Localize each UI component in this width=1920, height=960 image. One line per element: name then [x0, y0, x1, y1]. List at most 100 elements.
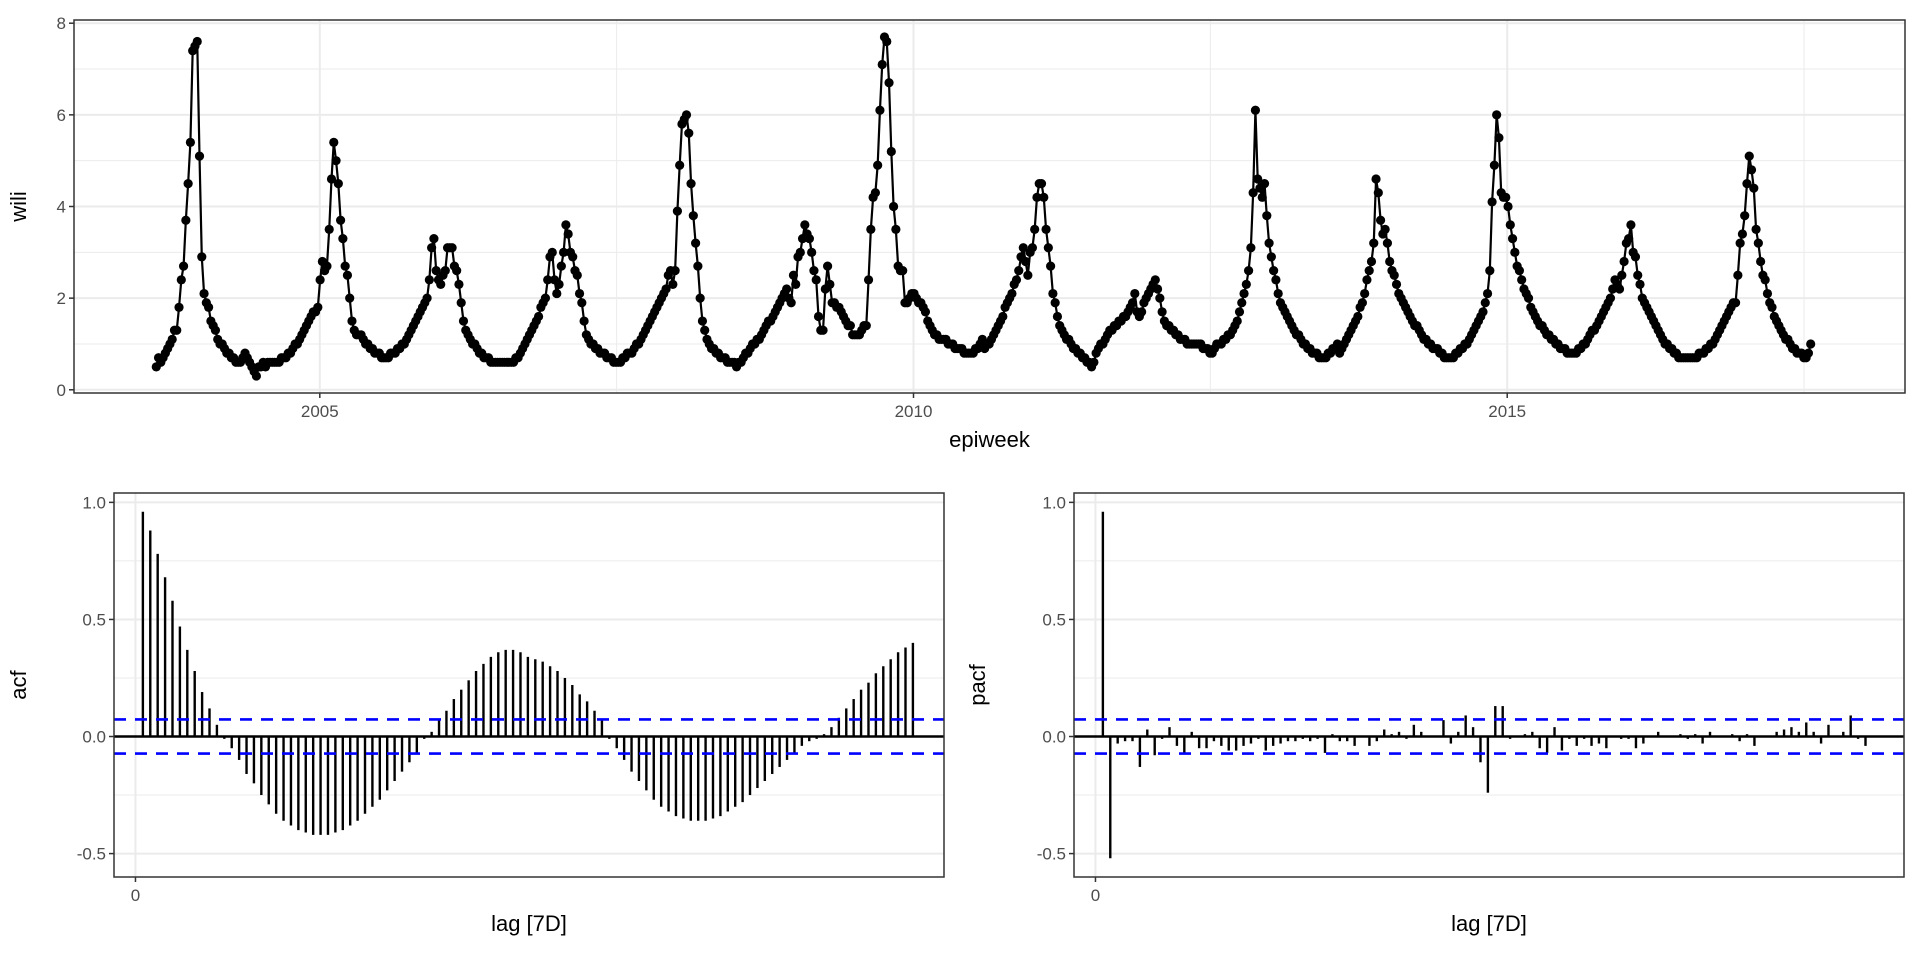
wili-point [1760, 275, 1770, 285]
wili-point [324, 224, 334, 235]
wili-point [572, 270, 582, 280]
wili-point [804, 233, 814, 244]
wili-point [1510, 247, 1520, 257]
y-tick-label: 1.0 [82, 493, 106, 512]
y-tick-label: 8 [57, 14, 66, 33]
wili-point [1366, 256, 1377, 267]
wili-point [898, 266, 908, 276]
wili-point [340, 261, 350, 271]
wili-point [1027, 243, 1038, 253]
wili-point [1157, 307, 1167, 317]
plot-border [1073, 492, 1905, 878]
wili-point [1234, 307, 1245, 317]
wili-point [1624, 233, 1634, 244]
wili-point [877, 59, 887, 70]
wili-point [424, 275, 434, 285]
wili-point [204, 302, 214, 312]
wili-point [1257, 192, 1267, 202]
wili-point [681, 110, 692, 120]
wili-point [251, 371, 261, 381]
wili-point [686, 178, 696, 189]
wili-point [1489, 160, 1499, 170]
wili-point [554, 279, 564, 289]
wili-point [811, 275, 821, 285]
wili-point [563, 229, 573, 239]
wili-point [1635, 279, 1645, 289]
wili-point [1744, 151, 1754, 161]
wili-point [345, 293, 355, 303]
wili-point [691, 238, 701, 248]
wili-point [315, 275, 325, 285]
x-tick-label: 0 [1091, 886, 1100, 905]
wili-point [813, 311, 824, 322]
wili-point [447, 243, 457, 253]
wili-point [1619, 256, 1629, 267]
x-axis-title: lag [7D] [1451, 911, 1527, 936]
wili-point [1253, 174, 1263, 184]
wili-point [863, 275, 874, 285]
wili-point [1039, 192, 1049, 202]
wili-point [672, 206, 683, 216]
wili-point [1385, 256, 1395, 267]
wili-point [1492, 110, 1502, 120]
wili-point [1241, 279, 1251, 289]
wili-point [1250, 105, 1261, 115]
wili-point [1373, 188, 1383, 198]
wili-point [1020, 256, 1031, 267]
wili-point [574, 288, 585, 299]
wili-point [1517, 275, 1527, 285]
wili-point [556, 261, 566, 271]
wili-point [1501, 192, 1511, 202]
wili-point [1150, 275, 1160, 285]
wili-point [333, 178, 343, 189]
wili-point [693, 261, 703, 271]
wili-point [1626, 220, 1636, 230]
y-tick-label: -0.5 [77, 845, 106, 864]
wili-point [807, 247, 817, 257]
wili-point [452, 266, 462, 276]
wili-point [1740, 211, 1750, 221]
wili-point [1751, 224, 1761, 235]
wili-point [1389, 270, 1399, 280]
wili-point [1480, 298, 1490, 308]
wili-point [1617, 270, 1627, 280]
wili-point [1762, 288, 1773, 299]
wili-point [866, 224, 876, 235]
y-tick-label: 0.0 [82, 728, 106, 747]
wili-point [1014, 266, 1024, 276]
wili-point [675, 160, 685, 170]
wili-point [1730, 298, 1741, 308]
wili-point [1614, 284, 1625, 294]
wili-point [800, 220, 810, 230]
wili-point [326, 174, 337, 184]
wili-point [185, 137, 196, 147]
wili-point [1266, 252, 1276, 262]
wili-point [561, 220, 571, 230]
wili-point [1152, 284, 1163, 294]
wili-point [1742, 178, 1752, 189]
wili-point [873, 160, 883, 170]
wili-point [1041, 224, 1051, 235]
wili-point [194, 151, 205, 161]
wili-point [178, 261, 189, 271]
wili-point [870, 188, 880, 198]
wili-point [1262, 211, 1272, 221]
wili-point [882, 36, 892, 47]
wili-point [335, 215, 346, 225]
wili-point [1357, 298, 1367, 308]
y-axis-title: pacf [965, 663, 990, 705]
wili-point [338, 233, 348, 244]
y-tick-label: 4 [57, 198, 66, 217]
wili-point [192, 36, 202, 47]
wili-point [1633, 270, 1643, 280]
wili-point [818, 325, 828, 335]
wili-point [199, 288, 209, 299]
wili-point [322, 261, 332, 271]
wili-point [1052, 311, 1063, 322]
wili-point [440, 266, 450, 276]
wili-point [1746, 165, 1757, 175]
wili-point [331, 156, 341, 166]
wili-point [998, 311, 1008, 322]
wili-point [884, 78, 894, 88]
wili-point [791, 279, 801, 289]
